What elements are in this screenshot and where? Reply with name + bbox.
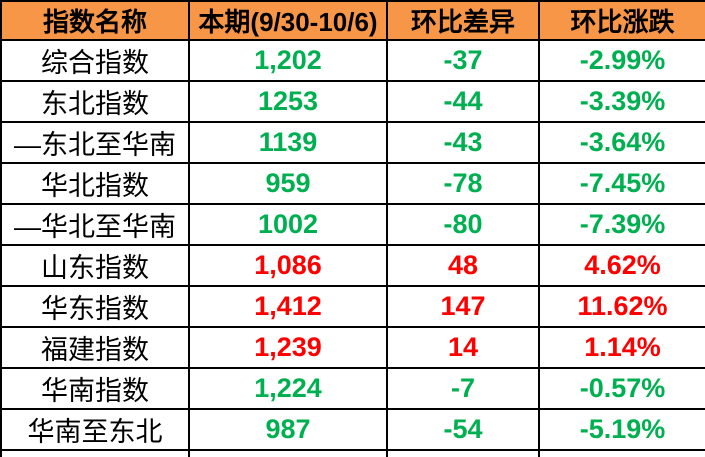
table-row: 综合指数 1,202 -37 -2.99% xyxy=(0,39,705,82)
current-value-cell: 1,412 xyxy=(188,285,388,328)
col-header-mom-change: 环比涨跌 xyxy=(538,0,705,41)
diff-cell: 147 xyxy=(386,285,540,328)
current-value-cell: 1,086 xyxy=(188,244,388,287)
index-name-cell: 综合指数 xyxy=(0,39,190,82)
current-value-cell: 1,202 xyxy=(188,39,388,82)
current-value-cell: 959 xyxy=(188,162,388,205)
table-row: 山东指数 1,086 48 4.62% xyxy=(0,244,705,287)
col-header-index-name: 指数名称 xyxy=(0,0,190,41)
change-cell: 4.62% xyxy=(538,244,705,287)
index-name-cell: 华东指数 xyxy=(0,285,190,328)
change-cell: -0.32% xyxy=(538,449,705,457)
table-row: 华南至华北1,245-4-0.32% xyxy=(0,449,705,457)
change-cell: -3.64% xyxy=(538,121,705,164)
index-name-cell: 山东指数 xyxy=(0,244,190,287)
index-name-cell: 华南至东北 xyxy=(0,408,190,451)
table-row: 华北指数 959 -78 -7.45% xyxy=(0,162,705,205)
change-cell: -0.57% xyxy=(538,367,705,410)
change-cell: -5.19% xyxy=(538,408,705,451)
table-body: 综合指数 1,202 -37 -2.99% 东北指数 1253 -44 -3.39% —东北至华… xyxy=(0,39,705,457)
col-header-current-period: 本期(9/30-10/6) xyxy=(188,0,388,41)
table-row: 福建指数 1,239 14 1.14% xyxy=(0,326,705,369)
current-value-cell: 1253 xyxy=(188,80,388,123)
change-cell: -2.99% xyxy=(538,39,705,82)
current-value-cell: 1139 xyxy=(188,121,388,164)
change-cell: -7.45% xyxy=(538,162,705,205)
diff-cell: -37 xyxy=(386,39,540,82)
diff-cell: 48 xyxy=(386,244,540,287)
table-row: 东北指数 1253 -44 -3.39% xyxy=(0,80,705,123)
table-row: —华北至华南 1002 -80 -7.39% xyxy=(0,203,705,246)
current-value-cell: 1,239 xyxy=(188,326,388,369)
change-cell: 1.14% xyxy=(538,326,705,369)
current-value-cell: 1,245 xyxy=(188,449,388,457)
diff-cell: -7 xyxy=(386,367,540,410)
index-name-cell: —华北至华南 xyxy=(0,203,190,246)
table-row: 华东指数 1,412 147 11.62% xyxy=(0,285,705,328)
index-name-cell: 华南至华北 xyxy=(0,449,190,457)
diff-cell: -44 xyxy=(386,80,540,123)
current-value-cell: 1002 xyxy=(188,203,388,246)
col-header-mom-difference: 环比差异 xyxy=(386,0,540,41)
diff-cell: -78 xyxy=(386,162,540,205)
change-cell: -3.39% xyxy=(538,80,705,123)
diff-cell: -80 xyxy=(386,203,540,246)
index-name-cell: 福建指数 xyxy=(0,326,190,369)
index-name-cell: 华北指数 xyxy=(0,162,190,205)
diff-cell: -4 xyxy=(386,449,540,457)
table-row: 华南指数 1,224 -7 -0.57% xyxy=(0,367,705,410)
index-name-cell: 东北指数 xyxy=(0,80,190,123)
index-name-cell: —东北至华南 xyxy=(0,121,190,164)
diff-cell: -54 xyxy=(386,408,540,451)
header-row: 指数名称 本期(9/30-10/6) 环比差异 环比涨跌 xyxy=(0,0,705,41)
diff-cell: 14 xyxy=(386,326,540,369)
change-cell: 11.62% xyxy=(538,285,705,328)
diff-cell: -43 xyxy=(386,121,540,164)
change-cell: -7.39% xyxy=(538,203,705,246)
index-name-cell: 华南指数 xyxy=(0,367,190,410)
current-value-cell: 1,224 xyxy=(188,367,388,410)
current-value-cell: 987 xyxy=(188,408,388,451)
table-row: 华南至东北 987 -54 -5.19% xyxy=(0,408,705,451)
table-row: —东北至华南 1139 -43 -3.64% xyxy=(0,121,705,164)
